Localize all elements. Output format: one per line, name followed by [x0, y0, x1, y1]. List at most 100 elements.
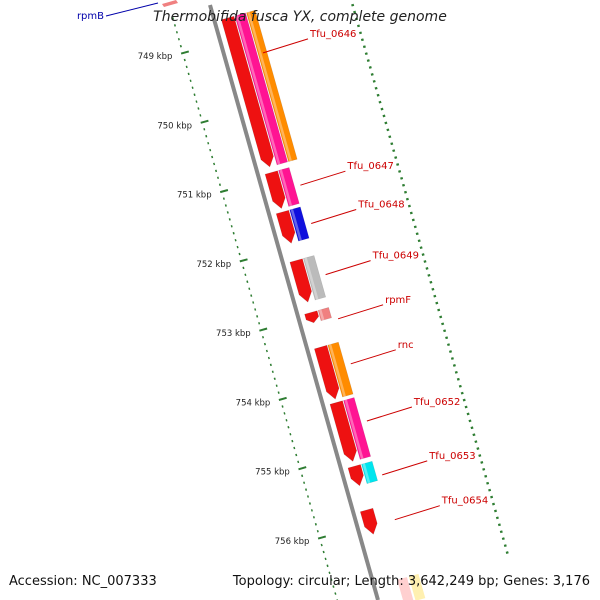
gene-tfu-0653-category-bar-highlight	[362, 463, 371, 484]
gene-tfu-0646-category-bar	[234, 12, 288, 166]
outer-minor-tick	[437, 308, 441, 312]
outer-minor-tick	[450, 357, 454, 360]
outer-minor-tick	[423, 260, 427, 263]
outer-minor-tick	[390, 142, 394, 146]
next-gene-fragment-2	[408, 573, 426, 600]
outer-minor-tick	[491, 502, 496, 506]
outer-minor-tick	[404, 190, 407, 194]
outer-minor-tick	[353, 10, 357, 14]
outer-minor-tick	[376, 93, 380, 97]
outer-minor-tick	[472, 433, 476, 437]
outer-minor-tick	[401, 183, 406, 187]
outer-minor-tick	[482, 467, 486, 471]
gene-tfu-0652-leader	[366, 406, 413, 422]
outer-minor-tick	[417, 239, 421, 243]
gene-rpmb-leader	[105, 2, 159, 17]
gene-tfu-0654-label[interactable]: Tfu_0654	[441, 496, 488, 507]
outer-minor-tick	[415, 232, 419, 236]
outer-minor-tick	[470, 426, 474, 430]
kbp-tick-label: 752 kbp	[196, 260, 231, 270]
gene-tfu-0648-label[interactable]: Tfu_0648	[357, 200, 404, 211]
gene-tfu-0647-arrow	[264, 170, 286, 210]
minor-tick	[273, 377, 276, 381]
outer-minor-tick	[505, 551, 509, 554]
kbp-tick-label: 753 kbp	[216, 329, 251, 339]
outer-minor-tick	[474, 440, 478, 444]
outer-minor-tick	[441, 322, 445, 326]
gene-tfu-0646-category-bar-2	[246, 9, 298, 162]
gene-rpmb-label[interactable]: rpmB	[77, 11, 104, 22]
gene-tfu-0652-label[interactable]: Tfu_0652	[413, 397, 460, 408]
major-tick	[298, 466, 307, 471]
outer-minor-tick	[452, 364, 456, 367]
minor-tick	[334, 592, 337, 595]
outer-minor-tick	[466, 412, 470, 416]
kbp-tick-label: 749 kbp	[138, 52, 173, 62]
kbp-ticks: 749 kbp 750 kbp 751 kbp 752 kbp 753 kbp 754 k…	[138, 3, 509, 600]
outer-minor-tick	[446, 343, 451, 347]
outer-minor-tick	[380, 107, 384, 111]
gene-tfu-0647-leader	[300, 170, 346, 186]
gene-tfu-0653-leader	[382, 460, 428, 476]
minor-tick	[320, 543, 323, 547]
kbp-tick-label: 754 kbp	[236, 399, 271, 409]
outer-minor-tick	[398, 170, 402, 173]
outer-minor-tick	[448, 350, 453, 353]
outer-minor-tick	[456, 377, 460, 381]
outer-minor-tick	[433, 294, 437, 298]
gene-tfu-0652-arrow	[329, 400, 357, 462]
backbone-line	[208, 4, 380, 600]
gene-tfu-0649-category-bar-highlight	[304, 257, 319, 300]
gene-tfu-0653-arrow	[347, 464, 364, 487]
gene-rpmf-category-bar-highlight	[319, 309, 325, 321]
outer-minor-tick	[427, 273, 431, 277]
gene-tfu-0649-label[interactable]: Tfu_0649	[372, 251, 419, 262]
outer-minor-tick	[425, 267, 429, 270]
gene-tfu-0647-label[interactable]: Tfu_0647	[346, 161, 393, 172]
outer-minor-tick	[464, 405, 468, 409]
gene-tfu-0649-arrow	[289, 258, 312, 303]
gene-tfu-0647-category-bar-highlight	[279, 169, 293, 207]
outer-minor-tick	[388, 135, 392, 139]
minor-tick	[213, 162, 216, 166]
outer-minor-tick	[454, 370, 458, 374]
outer-minor-tick	[368, 66, 372, 69]
major-tick	[200, 119, 209, 124]
major-tick	[259, 327, 268, 332]
outer-minor-tick	[499, 530, 503, 534]
outer-minor-tick	[468, 419, 472, 423]
gene-tfu-0646-leader	[262, 38, 309, 54]
outer-minor-tick	[360, 38, 364, 42]
outer-minor-tick	[362, 45, 366, 49]
outer-minor-tick	[495, 516, 499, 520]
minor-tick	[226, 211, 229, 214]
gene-tfu-0652-category-bar	[343, 397, 372, 460]
outer-minor-tick	[501, 537, 505, 541]
gene-tfu-0648-leader	[311, 209, 357, 224]
outer-minor-tick	[460, 391, 464, 395]
outer-minor-tick	[407, 204, 411, 208]
gene-tfu-0646-label[interactable]: Tfu_0646	[309, 29, 356, 40]
outer-minor-tick	[400, 176, 404, 180]
outer-minor-tick	[372, 79, 376, 83]
gene-rpmf-label[interactable]: rpmF	[385, 295, 411, 306]
gene-tfu-0653-label[interactable]: Tfu_0653	[428, 451, 475, 462]
outer-minor-tick	[386, 128, 390, 132]
gene-tfu-0646-category-bar-2-highlight	[247, 11, 292, 162]
major-tick	[278, 396, 287, 401]
gene-rnc-label[interactable]: rnc	[398, 340, 414, 351]
outer-minor-tick	[445, 336, 449, 340]
outer-minor-tick	[392, 149, 396, 153]
outer-minor-tick	[413, 225, 417, 229]
outer-minor-tick	[480, 461, 484, 464]
outer-minor-tick	[396, 163, 400, 166]
outer-minor-tick	[462, 398, 466, 402]
outer-minor-tick	[409, 211, 413, 215]
gene-rnc-category-bar	[327, 341, 354, 398]
kbp-tick-label: 755 kbp	[255, 468, 290, 478]
outer-minor-tick	[366, 59, 370, 62]
outer-minor-tick	[493, 509, 498, 513]
kbp-tick-label: 751 kbp	[177, 191, 212, 201]
outer-minor-tick	[503, 544, 507, 547]
outer-minor-tick	[378, 100, 382, 104]
